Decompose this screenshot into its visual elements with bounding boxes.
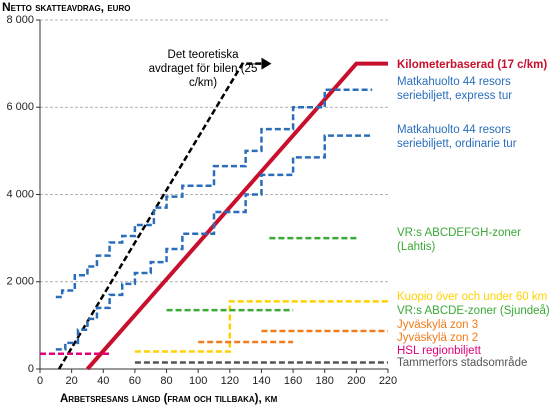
series-line — [55, 134, 373, 351]
arrow-head — [261, 57, 272, 70]
legend-label: Det teoretiska avdraget för bilen (25 c/… — [148, 49, 258, 89]
x-tick-label: 140 — [252, 375, 270, 387]
x-tick-label: 80 — [160, 375, 172, 387]
x-tick-label: 180 — [316, 375, 334, 387]
x-tick-label: 0 — [37, 375, 43, 387]
legend-label: Matkahuolto 44 resors seriebiljett, ordi… — [397, 124, 517, 150]
legend-label: VR:s ABCDEFGH-zoner (Lahtis) — [397, 227, 521, 253]
legend-label: HSL regionbiljett — [397, 345, 481, 357]
y-tick-label: 8 000 — [6, 14, 34, 26]
y-tick-label: 6 000 — [6, 101, 34, 113]
x-tick-label: 100 — [189, 375, 207, 387]
y-tick-label: 4 000 — [6, 188, 34, 200]
series-line — [85, 61, 388, 371]
series-line — [57, 62, 262, 370]
x-tick-label: 220 — [379, 375, 397, 387]
chart-title: Netto skatteavdrag, euro — [2, 0, 131, 14]
x-tick-label: 40 — [97, 375, 109, 387]
legend-label: Matkahuolto 44 resors seriebiljett, expr… — [397, 76, 513, 102]
x-tick-label: 160 — [284, 375, 302, 387]
x-tick-label: 20 — [66, 375, 78, 387]
legend-label: Jyväskylä zon 2 — [397, 332, 479, 344]
y-tick-label: 2 000 — [6, 276, 34, 288]
x-tick-label: 60 — [129, 375, 141, 387]
legend-label: Kilometerbaserad (17 c/km) — [397, 59, 548, 71]
legend-label: VR:s ABCDE-zoner (Sjundeå) — [397, 305, 550, 317]
legend-label: Tammerfors stadsområde — [397, 357, 528, 369]
legend-label: Jyväskylä zon 3 — [397, 319, 479, 331]
x-tick-label: 120 — [221, 375, 239, 387]
series-line — [134, 300, 388, 353]
series-line — [55, 88, 373, 299]
legend-label: Kuopio över och under 60 km — [397, 291, 548, 303]
x-tick-label: 200 — [347, 375, 365, 387]
y-tick-label: 0 — [28, 363, 34, 375]
x-axis-label: Arbetsresans längd (fram och tillbaka), … — [60, 393, 278, 405]
